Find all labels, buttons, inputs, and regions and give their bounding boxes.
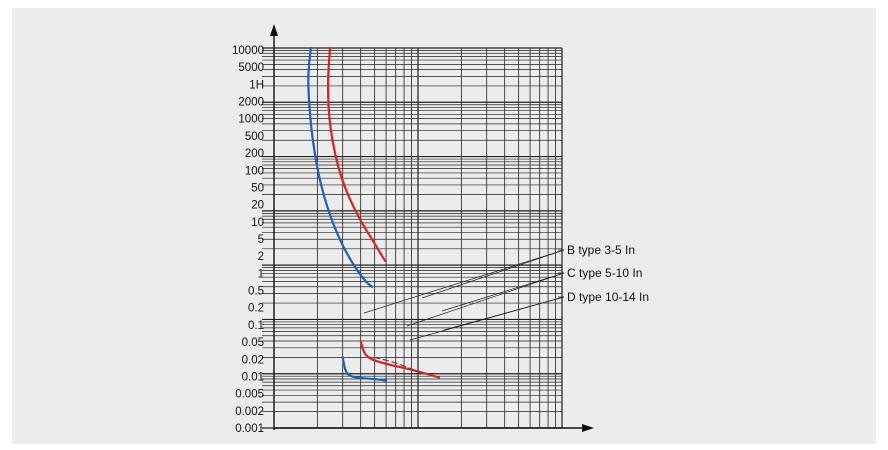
x-axis-arrow [582, 424, 594, 432]
annotation-label: B type 3-5 In [567, 243, 635, 257]
annotation-label: C type 5-10 In [567, 266, 642, 280]
y-tick-label: 1 [258, 268, 264, 280]
annotation-leader [441, 272, 565, 312]
y-tick-label: 0.05 [242, 337, 264, 349]
annotation-leader [363, 249, 565, 314]
trip-curve-chart: 10000 5000 1H 2000 1000 500 200 100 50 20 10 5 2 1 0.5… [232, 24, 649, 435]
y-tick-label: 5000 [238, 62, 264, 74]
annotations: B type 3-5 In C type 5-10 In D type 10-14 … [363, 243, 649, 341]
y-tick-label: 500 [245, 131, 264, 143]
annotation-leader [443, 296, 565, 331]
y-tick-label: 1H [249, 79, 264, 91]
y-tick-label: 10 [251, 217, 264, 229]
grid [262, 47, 563, 429]
y-tick-label: 5 [258, 234, 264, 246]
annotation-leader [421, 249, 565, 299]
y-tick-labels: 10000 5000 1H 2000 1000 500 200 100 50 20 10 5 2 1 0.5… [232, 45, 264, 435]
axes [270, 24, 594, 432]
y-tick-label: 100 [245, 165, 264, 177]
y-tick-label: 0.02 [242, 354, 264, 366]
y-tick-label: 0.2 [248, 303, 264, 315]
y-tick-label: 10000 [232, 45, 264, 57]
y-tick-label: 0.5 [248, 286, 264, 298]
y-tick-label: 2000 [238, 97, 264, 109]
y-axis-arrow [270, 24, 278, 36]
chart-panel: 10000 5000 1H 2000 1000 500 200 100 50 20 10 5 2 1 0.5… [12, 8, 876, 444]
y-tick-label: 1000 [238, 114, 264, 126]
annotation-leader [406, 272, 565, 327]
y-tick-label: 2 [258, 251, 264, 263]
trip-curve [359, 339, 441, 379]
annotation-label: D type 10-14 In [567, 290, 649, 304]
trip-curve [341, 356, 388, 382]
y-tick-label: 0.001 [235, 423, 264, 435]
y-tick-label: 0.01 [242, 371, 264, 383]
y-tick-label: 20 [251, 200, 264, 212]
y-tick-label: 0.005 [235, 389, 264, 401]
trip-curve [307, 46, 374, 288]
trip-curve [326, 46, 387, 262]
dashed-curve [374, 356, 419, 373]
y-tick-label: 50 [251, 182, 264, 194]
y-tick-label: 0.1 [248, 320, 264, 332]
y-tick-label: 0.002 [235, 406, 264, 418]
y-tick-label: 200 [245, 148, 264, 160]
curves [307, 46, 441, 382]
